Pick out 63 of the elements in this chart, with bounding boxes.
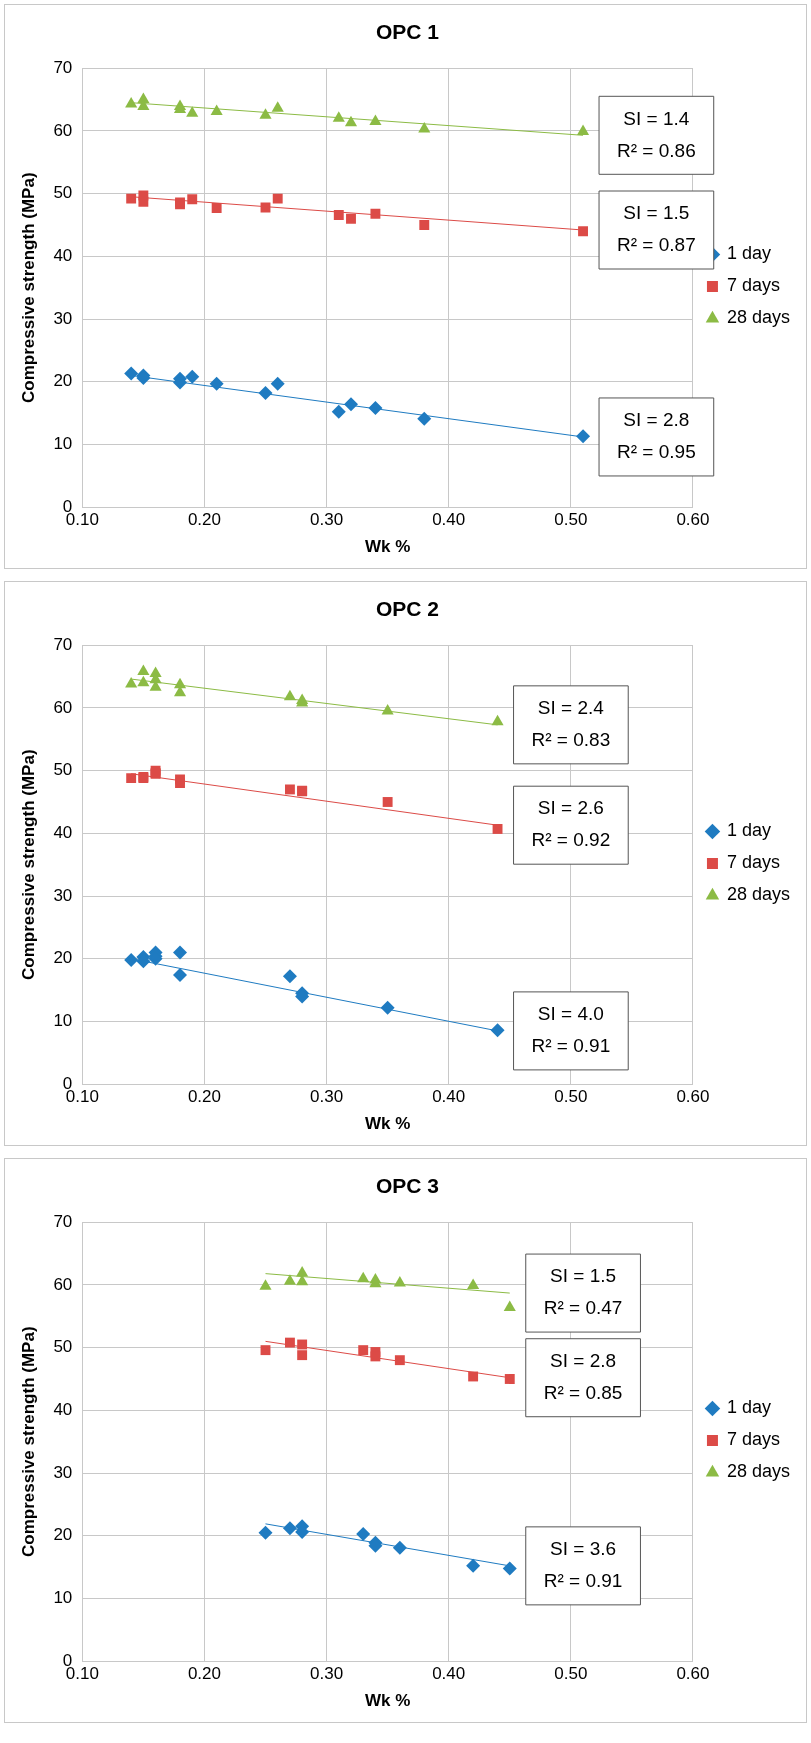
x-tick-label: 0.20 <box>187 1664 221 1684</box>
x-tick-label: 0.30 <box>310 510 344 530</box>
legend-label: 7 days <box>726 1429 780 1450</box>
x-tick-label: 0.60 <box>676 1087 710 1107</box>
y-tick-label: 40 <box>53 1400 73 1420</box>
x-tick-label: 0.20 <box>187 1087 221 1107</box>
legend-label: 7 days <box>726 275 780 296</box>
annotation: SI = 2.8 R² = 0.95 <box>617 409 696 463</box>
x-tick-label: 0.30 <box>310 1087 344 1107</box>
y-axis-title: Compressive strength (MPa) <box>18 172 38 403</box>
x-tick-label: 0.40 <box>432 510 466 530</box>
y-tick-label: 70 <box>53 634 73 654</box>
y-axis-title: Compressive strength (MPa) <box>18 749 38 980</box>
y-tick-label: 70 <box>53 1211 73 1231</box>
y-tick-label: 60 <box>53 1274 73 1294</box>
annotation: SI = 1.4 R² = 0.86 <box>617 107 696 161</box>
annotation: SI = 2.4 R² = 0.83 <box>531 697 611 751</box>
x-tick-label: 0.50 <box>554 1087 588 1107</box>
annotation: SI = 1.5 R² = 0.87 <box>617 202 696 256</box>
y-tick-label: 10 <box>53 1588 73 1608</box>
y-tick-label: 20 <box>53 1525 73 1545</box>
annotation: SI = 1.5 R² = 0.47 <box>543 1265 623 1319</box>
y-tick-label: 60 <box>53 120 73 140</box>
y-axis-title: Compressive strength (MPa) <box>18 1326 38 1557</box>
x-tick-label: 0.30 <box>310 1664 344 1684</box>
y-tick-label: 30 <box>53 308 73 328</box>
legend-label: 1 day <box>726 820 771 841</box>
y-tick-label: 30 <box>53 1462 73 1482</box>
x-tick-label: 0.50 <box>554 510 588 530</box>
x-axis-title: Wk % <box>364 1114 411 1134</box>
y-tick-label: 40 <box>53 823 73 843</box>
x-tick-label: 0.20 <box>187 510 221 530</box>
x-tick-label: 0.40 <box>432 1087 466 1107</box>
legend-label: 28 days <box>726 307 790 328</box>
annotation: SI = 2.8 R² = 0.85 <box>543 1349 623 1403</box>
legend-label: 7 days <box>726 852 780 873</box>
chart-title: OPC 1 <box>375 20 440 44</box>
y-tick-label: 40 <box>53 246 73 266</box>
chart-title: OPC 3 <box>375 1174 440 1198</box>
y-tick-label: 20 <box>53 948 73 968</box>
legend-label: 28 days <box>726 884 790 905</box>
y-tick-label: 50 <box>53 183 73 203</box>
x-tick-label: 0.60 <box>676 510 710 530</box>
legend-label: 1 day <box>726 1397 771 1418</box>
chart-title: OPC 2 <box>375 597 440 621</box>
x-tick-label: 0.50 <box>554 1664 588 1684</box>
x-axis-title: Wk % <box>364 537 411 557</box>
annotation: SI = 3.6 R² = 0.91 <box>543 1538 623 1592</box>
y-tick-label: 10 <box>53 1011 73 1031</box>
legend-label: 1 day <box>726 243 771 264</box>
annotation: SI = 4.0 R² = 0.91 <box>531 1003 611 1057</box>
y-tick-label: 60 <box>53 697 73 717</box>
legend-label: 28 days <box>726 1461 790 1482</box>
y-tick-label: 50 <box>53 760 73 780</box>
annotation: SI = 2.6 R² = 0.92 <box>531 797 611 851</box>
y-tick-label: 10 <box>53 434 73 454</box>
y-tick-label: 70 <box>53 57 73 77</box>
y-tick-label: 50 <box>53 1337 73 1357</box>
x-tick-label: 0.60 <box>676 1664 710 1684</box>
x-tick-label: 0.40 <box>432 1664 466 1684</box>
x-axis-title: Wk % <box>364 1691 411 1711</box>
y-tick-label: 30 <box>53 885 73 905</box>
y-tick-label: 20 <box>53 371 73 391</box>
